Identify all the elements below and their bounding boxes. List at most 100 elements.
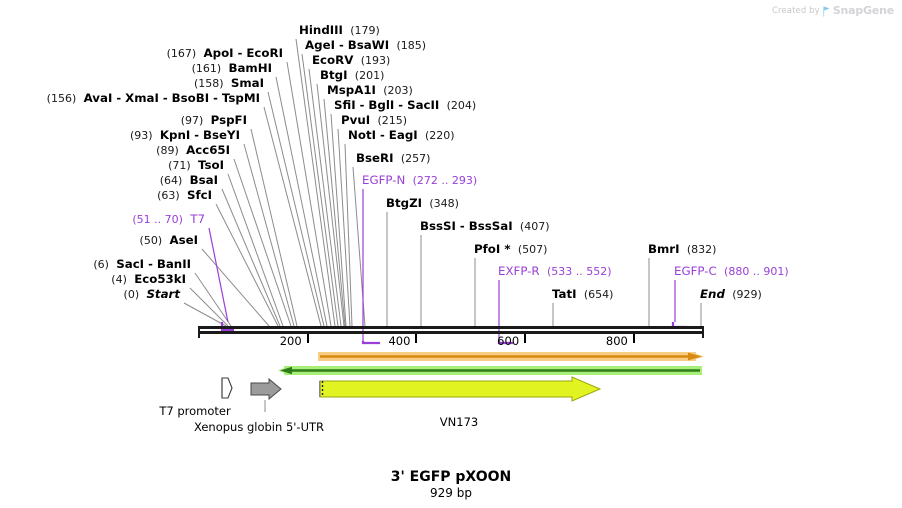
site-label-smai[interactable]: (158) SmaI: [193, 77, 264, 91]
site-label-ecorv[interactable]: EcoRV (193): [312, 54, 390, 68]
green-feature-arrow: [278, 362, 702, 375]
site-label-btgi[interactable]: BtgI (201): [320, 68, 384, 83]
site-label-t7[interactable]: (51 .. 70) T7: [132, 213, 205, 227]
site-position: (167): [166, 47, 197, 60]
orange-feature-arrow: [318, 348, 704, 361]
ruler-tick-label-400: 400: [388, 334, 411, 348]
ruler-tick-label-800: 800: [605, 334, 628, 348]
site-position: (929): [732, 288, 762, 301]
site-label-mspa1i[interactable]: MspA1I (203): [327, 83, 413, 98]
site-label-bsai[interactable]: (64) BsaI: [160, 173, 218, 188]
site-position: (89): [156, 144, 179, 157]
xenopus-globin-utr-arrow: [250, 377, 282, 401]
vn173-cds-arrow: [319, 376, 602, 402]
site-label-saci-banii[interactable]: (6) SacI - BanII: [93, 257, 191, 272]
site-label-egfp-c[interactable]: EGFP-C (880 .. 901): [674, 265, 789, 279]
enzyme-name: XmaI: [125, 91, 159, 105]
name-separator: -: [334, 38, 348, 52]
site-position: (185): [396, 39, 427, 52]
feature-caption-xenopus-globin-5utr[interactable]: Xenopus globin 5'-UTR: [193, 420, 325, 434]
site-position: (71): [168, 159, 191, 172]
name-separator: -: [394, 98, 408, 112]
enzyme-name: BtgI: [320, 68, 348, 82]
site-label-agei-bsawi[interactable]: AgeI - BsaWI (185): [305, 38, 427, 53]
site-label-end[interactable]: End (929): [700, 288, 762, 302]
site-label-acc65i[interactable]: (89) Acc65I: [156, 144, 230, 158]
enzyme-name: BanII: [156, 257, 191, 271]
ruler-cap-right: [702, 326, 704, 338]
site-position: (348): [429, 197, 459, 210]
site-position: (6): [93, 258, 109, 271]
site-position: (50): [139, 234, 163, 247]
site-label-hindiii[interactable]: HindIII (179): [299, 23, 380, 38]
ruler-tick-label-600: 600: [497, 334, 520, 348]
site-position: (880 .. 901): [724, 265, 789, 278]
page-title: 3' EGFP pXOON: [390, 469, 512, 485]
name-separator: -: [376, 128, 389, 142]
enzyme-name: HindIII: [299, 23, 343, 37]
enzyme-name: EGFP-N: [362, 173, 406, 187]
name-separator: -: [455, 219, 469, 233]
site-label-avai-xmai-bsobi-tspmi[interactable]: (156) AvaI - XmaI - BsoBI - TspMI: [47, 91, 260, 106]
enzyme-name: TatI: [552, 287, 577, 301]
site-label-bsssi-bsssai[interactable]: BssSI - BssSaI (407): [420, 219, 550, 234]
enzyme-name: MspA1I: [327, 83, 376, 97]
enzyme-name: AvaI: [83, 91, 113, 105]
site-label-start[interactable]: (0) Start: [124, 288, 180, 302]
name-separator: -: [144, 257, 157, 271]
enzyme-name: BsoBI: [171, 91, 210, 105]
site-label-tsoi[interactable]: (71) TsoI: [168, 159, 224, 173]
site-label-egfp-n[interactable]: EGFP-N (272 .. 293): [362, 173, 478, 188]
site-label-tati[interactable]: TatI (654): [552, 287, 614, 302]
site-label-sfii-bgli-sacii[interactable]: SfiI - BglI - SacII (204): [334, 98, 476, 113]
site-label-pvui[interactable]: PvuI (215): [341, 114, 407, 128]
site-label-btgzi[interactable]: BtgZI (348): [386, 196, 459, 211]
site-label-noti-eagi[interactable]: NotI - EagI (220): [348, 128, 455, 143]
name-separator: -: [158, 91, 172, 105]
t7-promoter-arrow: [219, 376, 235, 400]
enzyme-name: KpnI: [159, 128, 191, 142]
name-separator: -: [233, 46, 247, 60]
enzyme-name: SacI: [116, 257, 145, 271]
enzyme-name: BsaI: [189, 173, 218, 187]
site-label-apoi-ecori[interactable]: (167) ApoI - EcoRI: [166, 46, 283, 61]
site-position: (272 .. 293): [412, 174, 478, 187]
site-label-kpni-bseyi[interactable]: (93) KpnI - BseYI: [129, 128, 240, 143]
ruler-tick-mark: [632, 334, 635, 343]
enzyme-name: PspFI: [210, 113, 247, 127]
site-position: (654): [583, 288, 614, 301]
sequence-length: 929 bp: [430, 486, 472, 500]
site-position: (4): [111, 273, 127, 286]
ruler-tick-mark: [524, 334, 527, 343]
site-position: (93): [129, 129, 153, 142]
enzyme-name: BseRI: [356, 151, 394, 165]
site-position: (97): [180, 114, 204, 127]
enzyme-name: AseI: [169, 233, 198, 247]
enzyme-name: Eco53kI: [134, 272, 186, 286]
feature-caption-vn173[interactable]: VN173: [439, 415, 479, 429]
snapgene-credit: Created by SnapGene: [772, 4, 894, 17]
site-position: (407): [519, 220, 550, 233]
site-label-bmri[interactable]: BmrI (832): [648, 243, 717, 257]
site-position: (161): [191, 62, 222, 75]
site-label-pspfi[interactable]: (97) PspFI: [180, 113, 247, 128]
enzyme-name: BtgZI: [386, 196, 423, 210]
enzyme-name: TspMI: [221, 91, 260, 105]
feature-caption-t7-promoter[interactable]: T7 promoter: [159, 404, 231, 418]
snapgene-brand: SnapGene: [832, 4, 894, 17]
site-label-eco53ki[interactable]: (4) Eco53kI: [111, 272, 186, 287]
ruler-tick-mark: [415, 334, 418, 343]
site-position: (158): [193, 77, 224, 90]
site-position: (220): [424, 129, 455, 142]
site-position: (179): [350, 24, 380, 37]
site-label-exfp-r[interactable]: EXFP-R (533 .. 552): [498, 265, 612, 279]
site-label-asei[interactable]: (50) AseI: [139, 233, 198, 248]
enzyme-name: SfcI: [186, 188, 212, 202]
site-label-bseri[interactable]: BseRI (257): [356, 151, 430, 166]
site-label-pfoi[interactable]: PfoI * (507): [474, 243, 547, 257]
site-label-sfci[interactable]: (63) SfcI: [157, 188, 212, 203]
site-label-bamhi[interactable]: (161) BamHI: [191, 62, 272, 76]
ruler-line-upper: [198, 326, 704, 329]
site-position: (832): [686, 243, 717, 256]
